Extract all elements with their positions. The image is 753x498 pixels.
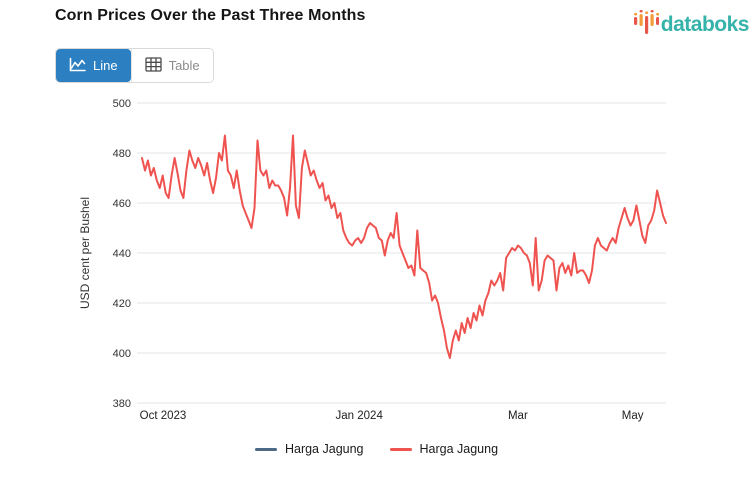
databoks-wordmark: databoks [660, 12, 750, 36]
databoks-bars-icon [633, 8, 659, 41]
line-view-label: Line [93, 58, 118, 73]
legend-label: Harga Jagung [419, 442, 499, 456]
y-tick-label: 480 [113, 148, 131, 160]
databoks-logo: databoks [633, 8, 750, 41]
legend-label: Harga Jagung [284, 442, 364, 456]
table-view-button[interactable]: Table [130, 49, 213, 82]
price-chart: 500 480 460 440 420 400 380 Oct 2023 Jan 2024 Mar… [78, 98, 667, 422]
legend-swatch [389, 447, 412, 451]
x-tick-label: Jan 2024 [336, 410, 384, 422]
page-title: Corn Prices Over the Past Three Months [55, 7, 366, 24]
x-tick-label: Mar [508, 410, 528, 422]
legend-item[interactable]: Harga Jagung [254, 442, 364, 456]
legend-item[interactable]: Harga Jagung [389, 442, 499, 456]
x-tick-label: May [622, 410, 644, 422]
y-tick-label: 500 [113, 98, 131, 110]
y-tick-label: 400 [113, 348, 131, 360]
line-chart-icon [69, 57, 86, 75]
y-axis-title: USD cent per Bushel [78, 197, 92, 309]
y-tick-label: 460 [113, 198, 131, 210]
legend-swatch [254, 447, 277, 451]
y-tick-label: 440 [113, 248, 131, 260]
y-tick-label: 420 [113, 298, 131, 310]
table-view-label: Table [168, 58, 200, 73]
x-tick-label: Oct 2023 [140, 410, 187, 422]
y-tick-label: 380 [113, 398, 131, 410]
table-icon [144, 56, 162, 75]
price-line [141, 134, 667, 359]
chart-area: 500 480 460 440 420 400 380 Oct 2023 Jan 2024 Mar… [0, 88, 753, 428]
view-toggle: Line Table [55, 48, 214, 83]
line-view-button[interactable]: Line [56, 49, 131, 82]
chart-legend: Harga Jagung Harga Jagung [0, 442, 753, 456]
